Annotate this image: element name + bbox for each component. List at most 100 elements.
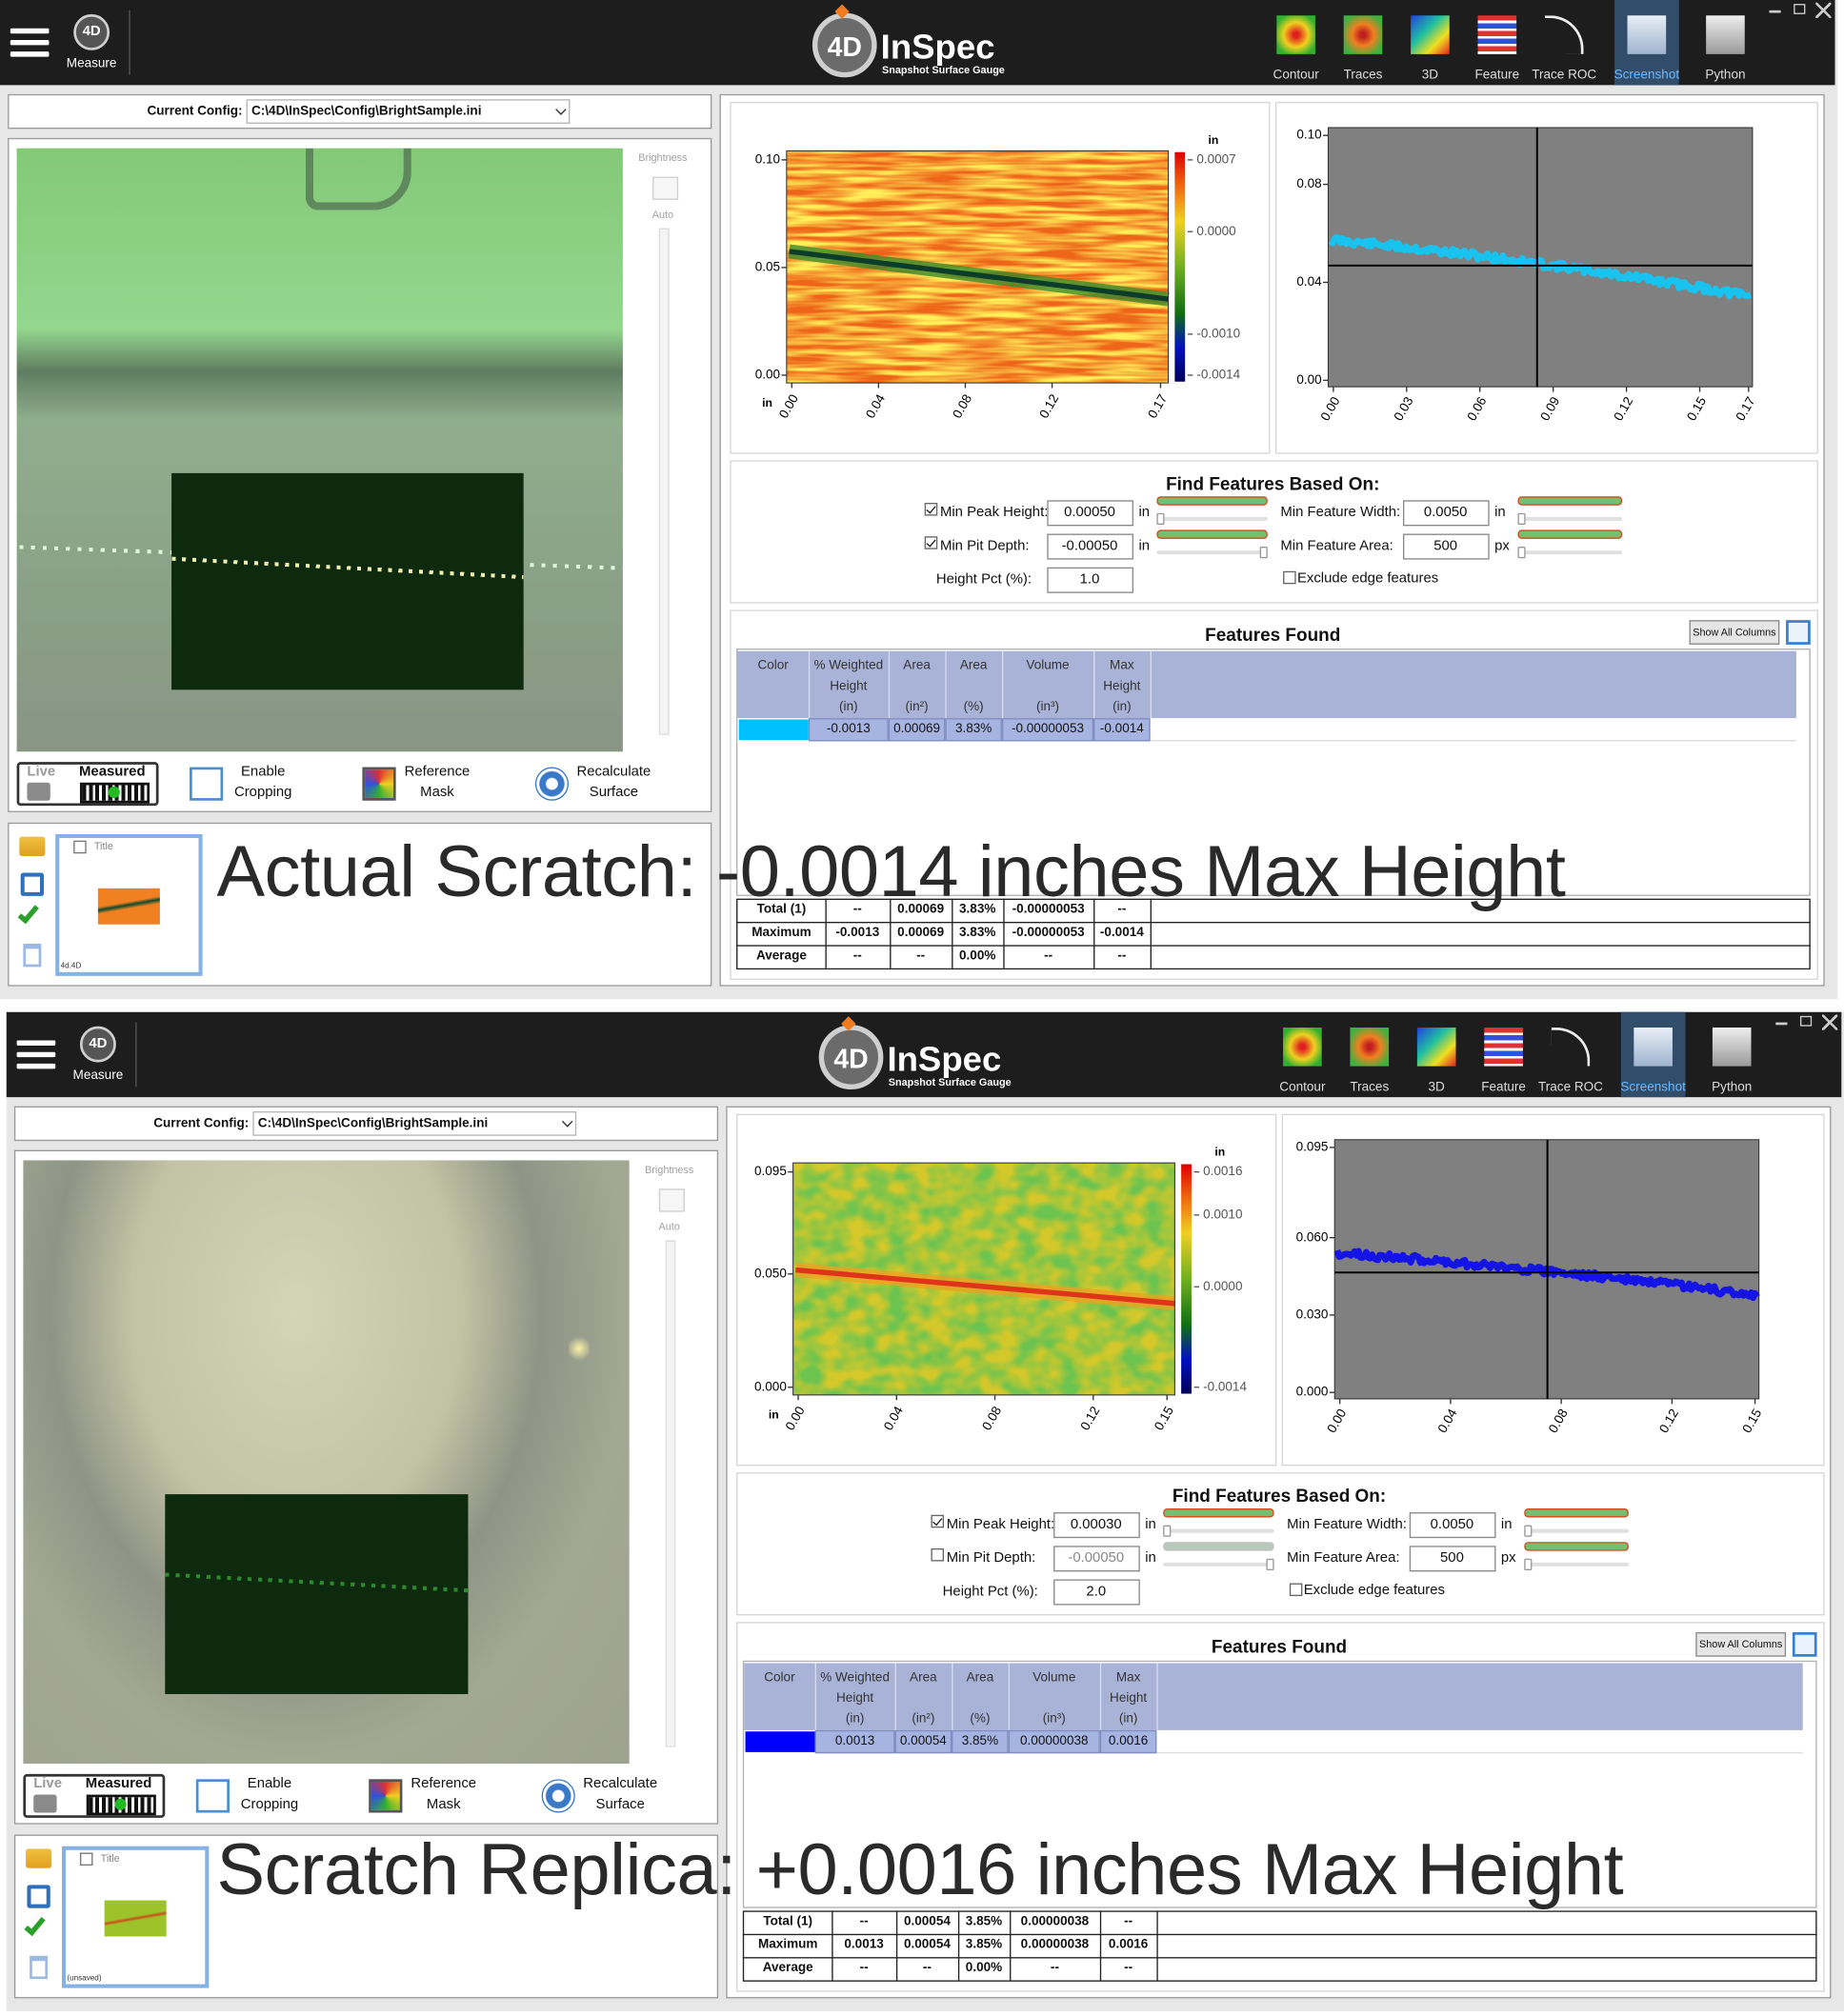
field-input[interactable] xyxy=(1409,1512,1496,1539)
field-input[interactable] xyxy=(1402,500,1490,527)
menu-icon[interactable] xyxy=(10,39,50,46)
menu-icon[interactable] xyxy=(16,1063,56,1069)
slider-knob[interactable] xyxy=(1259,547,1268,559)
config-dropdown[interactable] xyxy=(252,1111,577,1136)
tool-label[interactable]: 3D xyxy=(1428,1080,1445,1095)
tool-label[interactable]: Trace ROC xyxy=(1532,68,1597,83)
show-all-button[interactable] xyxy=(1695,1631,1787,1657)
menu-icon[interactable] xyxy=(16,1051,56,1058)
slider-range[interactable] xyxy=(1163,1542,1274,1551)
window-close[interactable] xyxy=(1815,2,1832,18)
menu-icon[interactable] xyxy=(10,51,50,57)
measure-icon[interactable] xyxy=(73,13,110,50)
tool-icon[interactable] xyxy=(1634,1028,1673,1067)
tool-label[interactable]: Screenshot xyxy=(1614,68,1680,83)
slider-knob[interactable] xyxy=(1524,1558,1533,1570)
action-label[interactable]: Surface xyxy=(589,784,639,801)
export-button[interactable] xyxy=(1786,620,1811,645)
field-value[interactable]: 0.0050 xyxy=(1430,1516,1474,1533)
field-input[interactable] xyxy=(1047,500,1134,527)
slider-track[interactable] xyxy=(1524,1528,1629,1533)
field-input[interactable] xyxy=(1053,1512,1140,1539)
field-input[interactable] xyxy=(1409,1546,1496,1572)
tool-label[interactable]: Python xyxy=(1712,1080,1753,1095)
save-icon[interactable] xyxy=(27,1885,50,1908)
delete-icon[interactable] xyxy=(23,944,42,968)
menu-icon[interactable] xyxy=(10,28,50,34)
brightness-toggle[interactable] xyxy=(658,1188,685,1212)
tool-label[interactable]: Traces xyxy=(1350,1080,1390,1095)
action-label[interactable]: Reference xyxy=(404,764,471,780)
slider-track[interactable] xyxy=(1163,1562,1274,1567)
show-all-button[interactable] xyxy=(1689,620,1780,645)
tool-label[interactable]: Feature xyxy=(1474,68,1520,83)
tool-icon[interactable] xyxy=(1411,15,1450,54)
checkbox[interactable] xyxy=(1283,570,1296,585)
tool-label[interactable]: Contour xyxy=(1279,1080,1326,1095)
field-input[interactable] xyxy=(1047,567,1134,593)
tool-icon[interactable] xyxy=(1477,15,1517,54)
show-all-label[interactable]: Show All Columns xyxy=(1699,1638,1783,1650)
delete-icon[interactable] xyxy=(30,1955,49,1980)
field-input[interactable] xyxy=(1053,1546,1140,1572)
slider-knob[interactable] xyxy=(1517,547,1526,559)
slider-range[interactable] xyxy=(1524,1508,1629,1518)
config-dropdown[interactable] xyxy=(246,99,571,124)
checkbox[interactable] xyxy=(931,1514,945,1528)
config-path[interactable]: C:\4D\InSpec\Config\BrightSample.ini xyxy=(257,1116,489,1131)
tool-label[interactable]: 3D xyxy=(1421,68,1439,83)
field-value[interactable]: 0.0050 xyxy=(1423,505,1468,521)
action-label[interactable]: Recalculate xyxy=(583,1775,658,1792)
tool-label[interactable]: Feature xyxy=(1481,1080,1526,1095)
checkbox[interactable] xyxy=(924,536,938,549)
field-value[interactable]: -0.00050 xyxy=(1068,1550,1125,1567)
tool-label[interactable]: Traces xyxy=(1343,68,1383,83)
action-label[interactable]: Enable xyxy=(247,1775,292,1792)
thumbnail-checkbox[interactable] xyxy=(79,1852,93,1866)
window-restore[interactable] xyxy=(1799,1015,1813,1027)
tool-icon[interactable] xyxy=(1276,15,1315,54)
window-restore[interactable] xyxy=(1794,4,1806,14)
slider-track[interactable] xyxy=(1156,516,1268,521)
checkbox[interactable] xyxy=(1289,1583,1303,1597)
slider-track[interactable] xyxy=(1524,1562,1629,1567)
field-input[interactable] xyxy=(1053,1579,1140,1606)
slider-track[interactable] xyxy=(1517,516,1623,521)
action-label[interactable]: Cropping xyxy=(240,1796,299,1812)
tool-icon[interactable] xyxy=(1343,15,1383,54)
slider-track[interactable] xyxy=(1163,1528,1274,1533)
field-value[interactable]: 1.0 xyxy=(1079,571,1100,588)
open-icon[interactable] xyxy=(26,1848,52,1868)
brightness-toggle[interactable] xyxy=(652,176,679,200)
action-label[interactable]: Recalculate xyxy=(576,764,651,780)
export-button[interactable] xyxy=(1792,1631,1817,1657)
slider-track[interactable] xyxy=(1156,550,1268,555)
slider-knob[interactable] xyxy=(1517,512,1526,526)
tool-label[interactable]: Screenshot xyxy=(1620,1080,1686,1095)
tool-icon[interactable] xyxy=(1706,15,1745,54)
slider-range[interactable] xyxy=(1163,1508,1274,1518)
slider-range[interactable] xyxy=(1156,529,1268,539)
action-label[interactable]: Surface xyxy=(595,1796,645,1812)
checkbox[interactable] xyxy=(931,1547,945,1562)
slider-range[interactable] xyxy=(1524,1542,1629,1551)
field-value[interactable]: 2.0 xyxy=(1086,1584,1107,1600)
slider-knob[interactable] xyxy=(1524,1525,1533,1537)
action-label[interactable]: Mask xyxy=(420,784,454,801)
action-label[interactable]: Reference xyxy=(411,1775,477,1792)
window-minimize[interactable] xyxy=(1769,10,1781,12)
field-value[interactable]: 500 xyxy=(1440,1550,1464,1567)
tool-label[interactable]: Python xyxy=(1705,68,1746,83)
field-input[interactable] xyxy=(1047,533,1134,560)
slider-knob[interactable] xyxy=(1266,1558,1274,1570)
action-label[interactable]: Cropping xyxy=(233,784,292,801)
menu-icon[interactable] xyxy=(16,1040,56,1046)
field-value[interactable]: -0.00050 xyxy=(1061,538,1118,554)
field-value[interactable]: 0.00030 xyxy=(1070,1516,1122,1533)
tool-label[interactable]: Contour xyxy=(1273,68,1319,83)
show-all-label[interactable]: Show All Columns xyxy=(1693,626,1776,639)
slider-range[interactable] xyxy=(1517,529,1623,539)
tool-icon[interactable] xyxy=(1283,1028,1322,1067)
brightness-slider[interactable] xyxy=(665,1240,676,1747)
action-label[interactable]: Enable xyxy=(240,764,286,780)
